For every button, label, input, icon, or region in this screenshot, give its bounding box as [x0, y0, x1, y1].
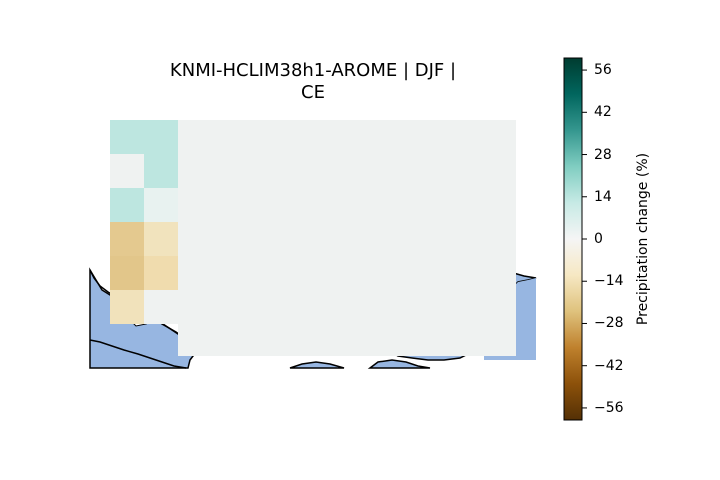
colorbar-tick-label: −56	[594, 399, 624, 416]
map-panel	[89, 120, 537, 369]
colorbar-ticks	[582, 69, 587, 409]
domain-background-lower	[178, 220, 482, 356]
colorbar-tick-label: 56	[594, 62, 612, 79]
grid-cell	[110, 222, 144, 256]
map-title-line-1: KNMI-HCLIM38h1-AROME | DJF |	[169, 60, 457, 81]
grid-cell	[110, 120, 144, 154]
grid-cell	[144, 256, 178, 290]
grid-cell	[110, 154, 144, 188]
adriatic-coast-south	[89, 339, 187, 369]
grid-cell	[110, 188, 144, 222]
grid-cell	[144, 120, 178, 154]
grid-cell	[144, 222, 178, 256]
colorbar-tick-label: 42	[594, 104, 612, 121]
bosporus-fragment	[367, 359, 431, 369]
colorbar-tick-label: 0	[594, 231, 603, 247]
colorbar-tick-label: 28	[594, 146, 612, 163]
colorbar-tick-label: 14	[594, 188, 612, 205]
grid-cell	[110, 256, 144, 290]
colorbar-fill	[563, 57, 583, 421]
grid-cell	[110, 290, 144, 324]
colorbar	[563, 57, 587, 421]
grid-cell	[144, 290, 178, 324]
colorbar-tick-label: −14	[594, 273, 624, 290]
map-title-line-2: CE	[301, 82, 325, 103]
aegean-fragment	[289, 361, 345, 369]
colorbar-tick-label: −28	[594, 315, 624, 332]
grid-cells	[110, 120, 178, 324]
colorbar-tick-label: −42	[594, 357, 624, 374]
grid-cell	[144, 188, 178, 222]
colorbar-label: Precipitation change (%)	[635, 152, 651, 326]
grid-cell	[144, 154, 178, 188]
